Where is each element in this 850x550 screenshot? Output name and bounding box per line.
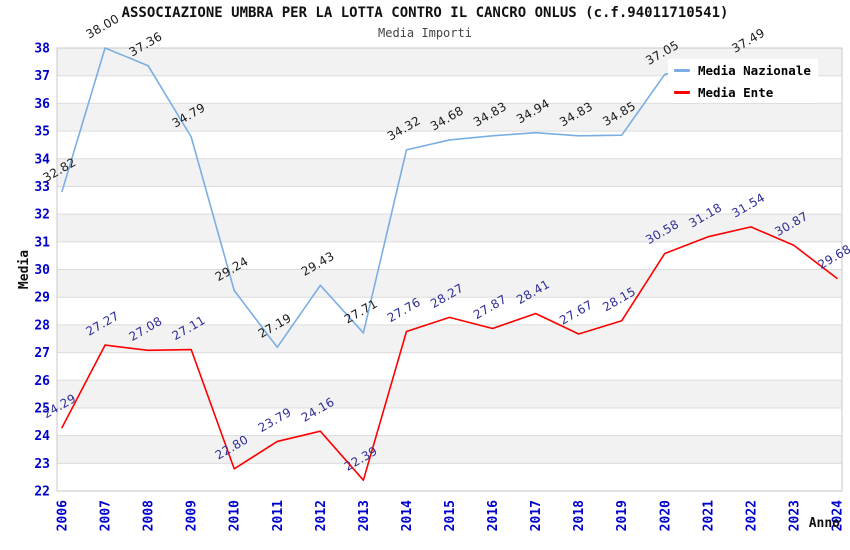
y-tick-label: 22: [34, 485, 50, 500]
plot-band: [57, 324, 842, 353]
x-tick-label: 2011: [271, 500, 286, 531]
x-tick-label: 2015: [443, 500, 458, 531]
data-point-label: 23.79: [256, 405, 294, 435]
x-tick-label: 2018: [572, 500, 587, 531]
series-line-0: [61, 47, 752, 349]
y-tick-label: 35: [34, 125, 50, 140]
media-nazionale-line-swatch-icon: [674, 68, 690, 72]
plot-band: [57, 269, 842, 298]
data-point-label: 27.67: [557, 298, 595, 328]
y-tick-label: 27: [34, 346, 50, 361]
y-tick-label: 37: [34, 69, 50, 84]
legend-label-media-nazionale: Media Nazionale: [698, 62, 811, 78]
plot-band: [57, 158, 842, 187]
x-tick-label: 2012: [314, 500, 329, 531]
y-tick-label: 31: [34, 235, 50, 250]
data-point-label: 27.71: [342, 296, 380, 326]
plot-band: [57, 103, 842, 132]
x-tick-label: 2017: [529, 500, 544, 531]
x-tick-label: 2019: [615, 500, 630, 531]
x-tick-label: 2023: [787, 500, 802, 531]
chart-subtitle: Media Importi: [378, 26, 472, 40]
x-tick-label: 2024: [831, 500, 846, 531]
x-tick-label: 2020: [658, 500, 673, 531]
series-line-1: [61, 226, 838, 482]
y-tick-label: 30: [34, 263, 50, 278]
y-tick-label: 38: [34, 42, 50, 57]
x-tick-label: 2021: [701, 500, 716, 531]
y-tick-label: 36: [34, 97, 50, 112]
chart-title: ASSOCIAZIONE UMBRA PER LA LOTTA CONTRO I…: [121, 5, 729, 21]
y-tick-label: 24: [34, 429, 50, 444]
plot-band: [57, 214, 842, 242]
y-tick-label: 29: [34, 291, 50, 306]
x-tick-label: 2016: [486, 500, 501, 531]
x-tick-label: 2013: [357, 500, 372, 531]
y-axis-title: Media: [17, 250, 32, 289]
x-tick-label: 2007: [99, 500, 114, 531]
y-tick-label: 26: [34, 374, 50, 389]
y-tick-label: 28: [34, 318, 50, 333]
x-tick-label: 2014: [400, 500, 415, 531]
legend-item-media-ente: Media Ente: [674, 83, 818, 101]
media-ente-line-swatch-icon: [674, 90, 690, 94]
x-tick-label: 2009: [185, 500, 200, 531]
x-tick-label: 2010: [228, 500, 243, 531]
y-tick-label: 34: [34, 152, 50, 167]
legend: Media Nazionale Media Ente: [668, 59, 818, 103]
x-tick-label: 2006: [56, 500, 71, 531]
y-tick-label: 33: [34, 180, 50, 195]
x-axis-title: Anno: [809, 516, 840, 531]
plot-border: [56, 47, 843, 492]
data-point-label: 27.76: [385, 295, 423, 325]
data-point-label: 38.00: [84, 12, 122, 42]
legend-label-media-ente: Media Ente: [698, 84, 774, 100]
x-tick-label: 2008: [142, 500, 157, 531]
plot-band: [57, 435, 842, 464]
x-tick-label: 2022: [744, 500, 759, 531]
plot-band: [57, 380, 842, 408]
legend-item-media-nazionale: Media Nazionale: [674, 61, 818, 79]
y-tick-label: 32: [34, 208, 50, 223]
data-point-label: 29.68: [816, 242, 850, 272]
y-tick-label: 23: [34, 457, 50, 472]
y-tick-label: 25: [34, 401, 50, 416]
